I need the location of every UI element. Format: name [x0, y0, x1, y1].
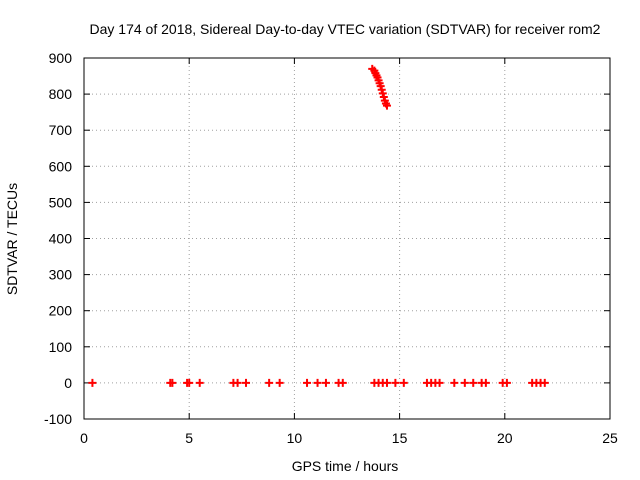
data-point	[382, 101, 391, 110]
data-point	[195, 378, 204, 387]
data-point	[469, 378, 478, 387]
x-tick-label: 20	[497, 430, 513, 446]
data-point	[275, 378, 284, 387]
x-tick-label: 5	[185, 430, 193, 446]
grid	[84, 58, 610, 419]
data-point	[233, 378, 242, 387]
data-point	[242, 378, 251, 387]
data-point	[502, 378, 511, 387]
y-tick-label: 300	[49, 267, 73, 283]
y-tick-label: 600	[49, 158, 73, 174]
y-tick-label: 500	[49, 194, 73, 210]
data-point	[450, 378, 459, 387]
data-point	[399, 378, 408, 387]
axis-ticks: 0 5 10 15 20 25 -100 0 100 200 300 400 500 600 700 800 9…	[44, 50, 618, 446]
data-point	[88, 378, 97, 387]
y-tick-label: 100	[49, 339, 73, 355]
data-point	[313, 378, 322, 387]
data-point	[382, 378, 391, 387]
data-points	[88, 64, 549, 387]
y-tick-label: 400	[49, 231, 73, 247]
y-tick-label: 0	[64, 375, 72, 391]
data-point	[168, 378, 177, 387]
plot-frame	[83, 57, 611, 420]
data-point	[338, 378, 347, 387]
y-tick-label: 700	[49, 122, 73, 138]
x-tick-label: 0	[80, 430, 88, 446]
y-tick-label: 200	[49, 303, 73, 319]
data-point	[185, 378, 194, 387]
x-tick-label: 10	[287, 430, 303, 446]
y-tick-label: 800	[49, 86, 73, 102]
data-point	[303, 378, 312, 387]
data-point	[460, 378, 469, 387]
data-point	[265, 378, 274, 387]
chart-title: Day 174 of 2018, Sidereal Day-to-day VTE…	[90, 21, 601, 37]
x-tick-label: 15	[392, 430, 408, 446]
data-point	[481, 378, 490, 387]
data-point	[540, 378, 549, 387]
x-tick-label: 25	[602, 430, 618, 446]
data-point	[435, 378, 444, 387]
x-axis-label: GPS time / hours	[292, 458, 399, 474]
y-tick-label: -100	[44, 411, 72, 427]
data-point	[391, 378, 400, 387]
y-axis-label: SDTVAR / TECUs	[4, 183, 20, 295]
y-tick-label: 900	[49, 50, 73, 66]
data-point	[321, 378, 330, 387]
